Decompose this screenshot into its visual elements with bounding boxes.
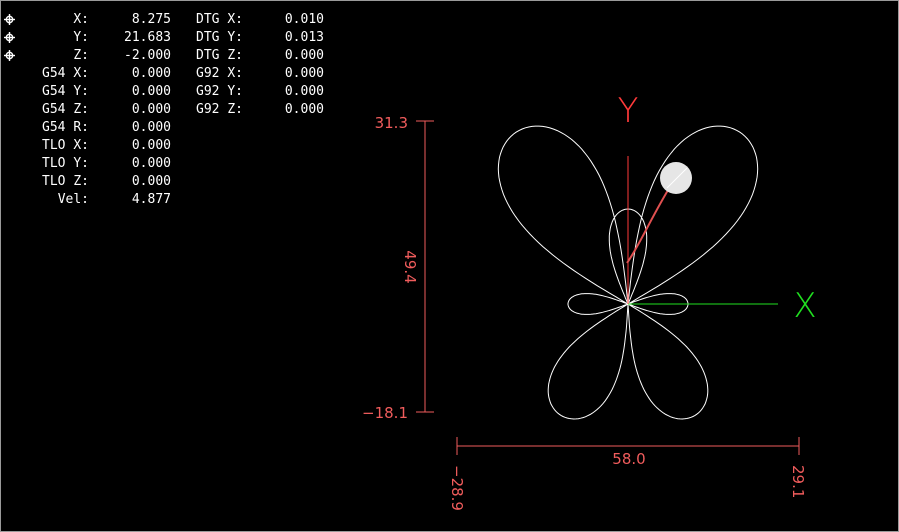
dro-value: 0.000 [131,102,171,117]
tool-cone [660,162,692,194]
dro-value: 0.000 [131,66,171,81]
dro-label: TLO Z: [42,174,89,189]
dro-label: TLO Y: [42,156,89,171]
dro-value: 0.000 [131,156,171,171]
dro-label: Vel: [57,192,89,207]
dro-value: 0.000 [284,102,324,117]
y-min-label: −18.1 [362,404,408,422]
x-dimension [456,437,800,455]
dro-value: 0.010 [284,12,324,27]
y-dimension [416,120,434,413]
home-icon [4,14,15,25]
dro-value: 21.683 [124,30,171,45]
y-size-label: 49.4 [401,250,419,283]
dro-label: G54 X: [42,66,89,81]
x-size-label: 58.0 [612,450,645,468]
dro-label: DTG Y: [196,30,243,45]
dro-label: G92 Z: [196,102,243,117]
dro-value: 0.000 [284,66,324,81]
dro-value: 0.000 [284,84,324,99]
dro-label: Y: [73,30,89,45]
dro-label: G54 Y: [42,84,89,99]
dro-label: DTG X: [196,12,243,27]
axes: X Y [618,91,817,326]
home-icon [4,32,15,43]
dro-value: 0.000 [131,174,171,189]
dro-value: -2.000 [124,48,171,63]
dro-label: G92 Y: [196,84,243,99]
dro-value: 0.013 [284,30,324,45]
home-icon [4,50,15,61]
dro-label: G54 Z: [42,102,89,117]
dro-label: TLO X: [42,138,89,153]
dro-label: X: [73,12,89,27]
dro-label: DTG Z: [196,48,243,63]
dro-label: Z: [73,48,89,63]
dro-value: 0.000 [131,138,171,153]
dro-value: 8.275 [131,12,171,27]
y-axis-label: Y [618,91,639,131]
x-min-label: −28.9 [448,465,466,511]
dro-label: G92 X: [196,66,243,81]
dro-value: 0.000 [284,48,324,63]
dro-value: 0.000 [131,120,171,135]
dro-value: 4.877 [131,192,171,207]
dro-label: G54 R: [42,120,89,135]
x-max-label: 29.1 [789,465,807,498]
y-max-label: 31.3 [375,114,408,132]
dro-value: 0.000 [131,84,171,99]
x-axis-label: X [793,286,816,326]
